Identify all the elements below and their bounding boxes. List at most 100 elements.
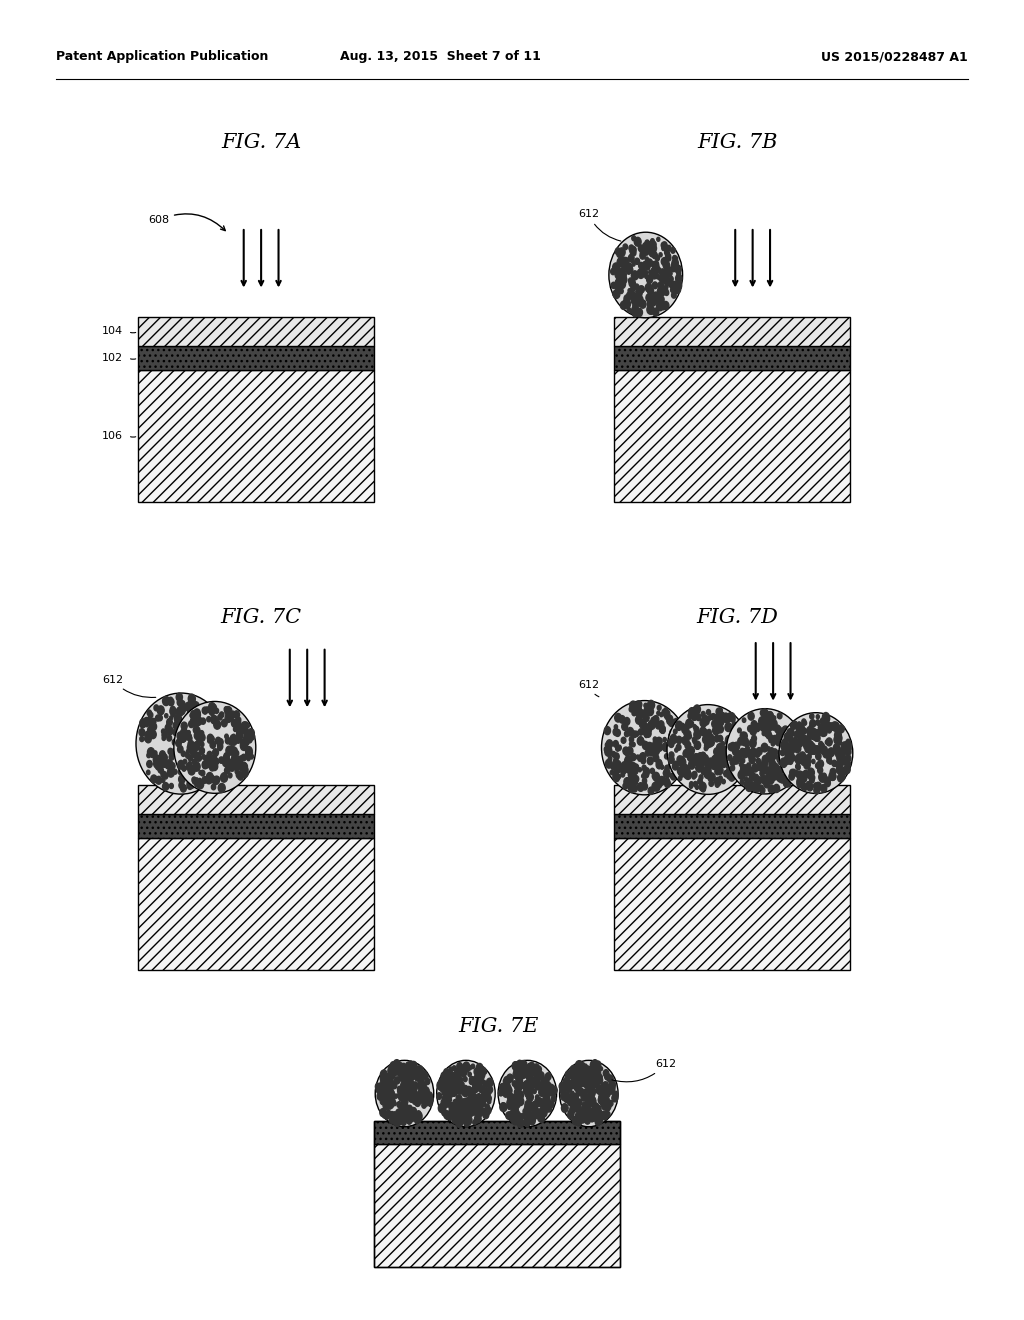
Circle shape [673,763,678,770]
Circle shape [738,756,743,763]
Circle shape [772,771,779,780]
Circle shape [827,727,831,733]
Circle shape [418,1073,424,1081]
Circle shape [815,735,818,739]
Circle shape [775,738,781,746]
Circle shape [780,742,786,750]
Circle shape [701,787,706,792]
Circle shape [376,1084,381,1090]
Circle shape [585,1100,592,1109]
Circle shape [643,730,648,737]
Circle shape [180,763,184,768]
Circle shape [386,1110,391,1117]
Circle shape [528,1115,534,1121]
Circle shape [596,1085,603,1094]
Circle shape [767,722,774,730]
Circle shape [439,1078,445,1086]
Circle shape [841,758,846,764]
Circle shape [645,257,648,261]
Circle shape [712,760,719,770]
Circle shape [589,1100,594,1106]
Circle shape [766,711,773,721]
Circle shape [503,1082,506,1086]
Circle shape [478,1067,485,1074]
Circle shape [570,1065,577,1072]
Circle shape [709,776,712,781]
Circle shape [390,1061,396,1069]
Circle shape [504,1080,507,1085]
Circle shape [453,1102,459,1110]
Circle shape [207,751,212,758]
Circle shape [653,739,659,748]
Circle shape [193,764,198,771]
Circle shape [713,726,720,735]
Circle shape [234,751,239,756]
Circle shape [180,784,186,792]
Circle shape [196,739,201,747]
Text: 612: 612 [578,680,599,697]
Circle shape [403,1105,408,1109]
Circle shape [210,754,213,759]
Circle shape [630,737,634,742]
Circle shape [816,752,821,760]
Circle shape [648,275,652,280]
Circle shape [819,742,823,747]
Circle shape [412,1065,416,1071]
Circle shape [194,771,200,779]
Circle shape [407,1071,413,1078]
Circle shape [376,1085,382,1092]
Circle shape [215,759,218,764]
Circle shape [818,727,823,735]
Circle shape [180,721,186,729]
Circle shape [212,776,219,784]
Circle shape [797,766,800,770]
Circle shape [613,774,620,781]
Circle shape [802,760,805,766]
Circle shape [474,1109,481,1117]
Circle shape [798,723,803,730]
Circle shape [247,756,250,760]
Circle shape [679,767,685,775]
Circle shape [178,760,184,768]
Circle shape [848,750,851,755]
Circle shape [407,1078,414,1088]
Circle shape [589,1113,595,1122]
Circle shape [195,781,200,787]
Circle shape [727,772,731,779]
Circle shape [156,776,162,784]
Circle shape [615,271,622,279]
Circle shape [687,752,693,762]
Circle shape [193,713,197,718]
Circle shape [436,1093,441,1100]
Circle shape [765,723,769,727]
Ellipse shape [436,1060,496,1127]
Circle shape [721,742,724,746]
Circle shape [592,1067,598,1076]
Circle shape [686,746,689,750]
Circle shape [239,756,244,762]
Circle shape [736,750,741,756]
Circle shape [769,772,776,781]
Circle shape [587,1067,591,1072]
Circle shape [808,731,813,738]
Circle shape [657,705,662,710]
Circle shape [751,748,757,756]
Circle shape [438,1104,445,1113]
Circle shape [510,1110,514,1115]
Circle shape [625,750,629,755]
Circle shape [401,1094,407,1100]
Circle shape [550,1085,554,1089]
Circle shape [679,768,685,777]
Circle shape [608,1101,613,1106]
Circle shape [147,710,152,715]
Circle shape [540,1107,543,1113]
Circle shape [581,1117,586,1123]
Circle shape [462,1115,468,1123]
Circle shape [671,247,675,253]
Circle shape [710,760,715,767]
Circle shape [455,1068,461,1077]
Circle shape [814,737,818,742]
Circle shape [208,756,212,762]
Circle shape [562,1105,566,1109]
Circle shape [662,246,666,251]
